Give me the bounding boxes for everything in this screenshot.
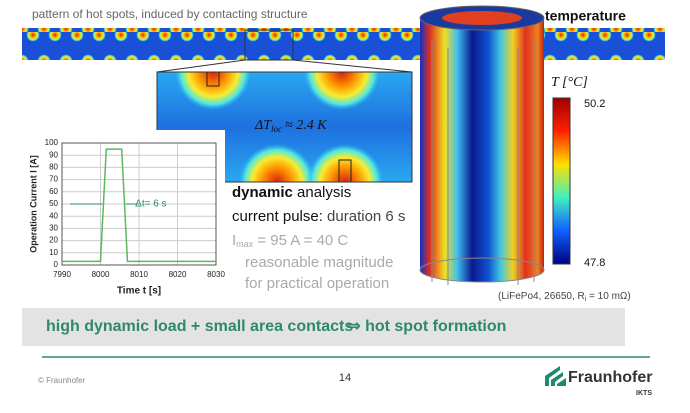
delta: ΔT xyxy=(254,118,272,133)
page-number: 14 xyxy=(339,372,351,384)
y-tick-label: 80 xyxy=(49,163,58,172)
current-line xyxy=(62,148,216,263)
svg-text:current pulse: duration 6 s: current pulse: duration 6 s xyxy=(232,208,405,225)
x-tick-label: 8000 xyxy=(92,270,110,279)
plot-frame xyxy=(61,142,217,266)
annotation: Δt= 6 s xyxy=(135,199,166,210)
cell-note: (LiFePo4, 26650, R xyxy=(498,291,585,302)
logo-sub: IKTS xyxy=(636,390,652,397)
y-tick-label: 60 xyxy=(49,187,58,196)
y-tick-label: 50 xyxy=(49,199,58,208)
y-tick-label: 90 xyxy=(49,150,58,159)
imax: I xyxy=(232,232,236,249)
colorbar-min: 47.8 xyxy=(584,257,605,269)
temperature-title: temperature xyxy=(545,8,626,24)
hotspot-strip xyxy=(22,28,665,60)
y-tick-label: 20 xyxy=(49,236,58,245)
svg-text:dynamic analysis: dynamic analysis xyxy=(232,184,351,201)
y-tick-label: 40 xyxy=(49,211,58,220)
current-chart: 0 10 20 30 40 50 60 70 80 90 100 7990 8000 8010 8020 80… xyxy=(28,138,225,297)
caption: pattern of hot spots, induced by contact… xyxy=(32,7,308,21)
y-tick-label: 10 xyxy=(49,248,58,257)
line2: for practical operation xyxy=(245,275,389,292)
copyright: © Fraunhofer xyxy=(38,376,86,385)
delta-value: ≈ 2.4 K xyxy=(285,118,327,133)
svg-text:high dynamic load + small area: high dynamic load + small area contacts⇒… xyxy=(46,318,506,335)
line1: reasonable magnitude xyxy=(245,254,393,271)
banner-right: ⇒ hot spot formation xyxy=(347,318,506,335)
logo: Fraunhofer IKTS xyxy=(545,366,652,397)
banner xyxy=(22,308,625,346)
pulse-label: current pulse: xyxy=(232,208,323,225)
selection-box xyxy=(244,29,294,61)
banner-left: high dynamic load + small area contacts xyxy=(46,318,353,335)
logo-text: Fraunhofer xyxy=(568,369,652,386)
y-tick-label: 0 xyxy=(54,260,59,269)
svg-text:(LiFePo4, 26650, Ri = 10 mΩ): (LiFePo4, 26650, Ri = 10 mΩ) xyxy=(498,291,631,303)
svg-text:Imax = 95 A = 40 C: Imax = 95 A = 40 C xyxy=(232,232,348,249)
cell-model xyxy=(419,5,545,285)
y-tick-label: 70 xyxy=(49,175,58,184)
y-axis-label: Operation Current I [A] xyxy=(28,155,38,253)
analysis-text: dynamic analysis current pulse: duration… xyxy=(232,184,405,292)
x-tick-label: 8030 xyxy=(207,270,225,279)
x-tick-label: 8020 xyxy=(169,270,187,279)
analysis: analysis xyxy=(293,184,351,201)
x-tick-label: 8010 xyxy=(130,270,148,279)
svg-text:ΔTloc≈ 2.4 K: ΔTloc ≈ 2.4 K xyxy=(254,118,327,134)
zoom-line xyxy=(292,59,413,73)
cell-note-sub: i xyxy=(585,296,587,303)
delta-sub: loc xyxy=(271,124,282,134)
colorbar-max: 50.2 xyxy=(584,98,605,110)
y-tick-label: 100 xyxy=(45,138,59,147)
x-axis-label: Time t [s] xyxy=(117,286,161,297)
pulse-value: duration 6 s xyxy=(323,208,406,225)
imax-sub: max xyxy=(236,239,254,249)
cell-note-rest: = 10 mΩ) xyxy=(586,291,630,302)
dynamic: dynamic xyxy=(232,184,293,201)
x-tick-label: 7990 xyxy=(53,270,71,279)
imax-value: = 95 A = 40 C xyxy=(253,232,348,249)
zoom-line xyxy=(156,59,246,73)
y-tick-label: 30 xyxy=(49,224,58,233)
colorbar-label: T [°C] xyxy=(551,75,588,90)
colorbar xyxy=(552,97,571,265)
